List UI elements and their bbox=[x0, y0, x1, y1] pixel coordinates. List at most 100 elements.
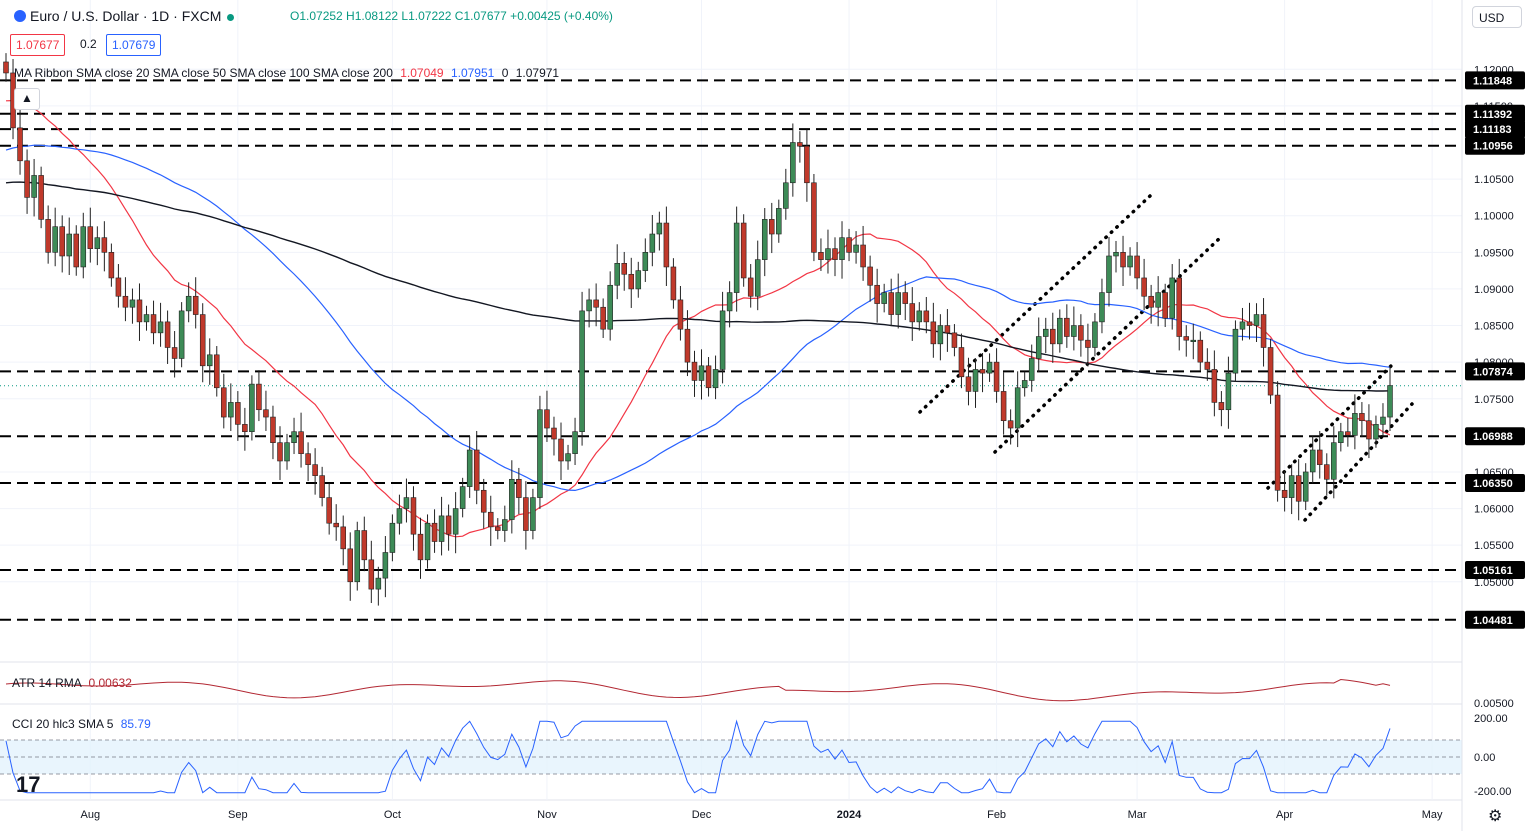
candle-body bbox=[52, 226, 58, 253]
euro-flag-icon bbox=[14, 10, 26, 22]
market-status-icon bbox=[227, 13, 235, 21]
candle-body bbox=[150, 314, 157, 334]
x-tick-label: Nov bbox=[537, 809, 557, 821]
collapse-legend-button[interactable]: ▲ bbox=[14, 88, 40, 110]
candle-body bbox=[1338, 431, 1344, 443]
candle-body bbox=[1155, 292, 1161, 308]
tradingview-logo-icon[interactable]: 17 bbox=[16, 772, 41, 797]
spread-value: 0.2 bbox=[80, 37, 97, 51]
candle-body bbox=[178, 310, 185, 359]
candle-body bbox=[452, 508, 459, 535]
candle-body bbox=[122, 295, 129, 308]
candle-body bbox=[1232, 328, 1239, 374]
candle-body bbox=[326, 497, 332, 524]
candle-body bbox=[1345, 431, 1351, 436]
candle-body bbox=[1021, 380, 1028, 389]
candle-body bbox=[698, 365, 705, 381]
candle-body bbox=[1120, 252, 1126, 268]
candle-body bbox=[361, 530, 368, 561]
candle-body bbox=[136, 299, 143, 323]
y-tick-label: 1.08500 bbox=[1474, 321, 1514, 333]
atr-pane bbox=[5, 678, 1391, 702]
candle-body bbox=[1387, 385, 1393, 418]
candle-body bbox=[1281, 489, 1288, 498]
candle-body bbox=[923, 310, 930, 323]
candle-body bbox=[621, 263, 627, 275]
candle-body bbox=[761, 219, 768, 260]
candle-body bbox=[1267, 347, 1274, 396]
candle-body bbox=[516, 478, 522, 498]
candle-body bbox=[368, 559, 375, 590]
candle-body bbox=[502, 519, 508, 531]
candle-body bbox=[902, 292, 909, 304]
candle-body bbox=[558, 438, 564, 462]
candle-body bbox=[1014, 387, 1021, 429]
candle-body bbox=[214, 354, 220, 389]
candle-body bbox=[930, 321, 937, 345]
symbol-title[interactable]: Euro / U.S. Dollar · 1D · FXCM bbox=[14, 8, 240, 24]
atr-legend[interactable]: ATR 14 RMA 0.00632 bbox=[12, 676, 132, 690]
trend-channel-line bbox=[1266, 363, 1394, 490]
candle-body bbox=[487, 511, 494, 528]
candle-body bbox=[312, 464, 318, 476]
x-tick-label: Aug bbox=[81, 809, 101, 821]
candle-body bbox=[614, 263, 620, 286]
candle-body bbox=[1295, 475, 1302, 502]
level-label-bg bbox=[1465, 71, 1525, 90]
level-label: 1.06350 bbox=[1473, 478, 1513, 490]
candle-body bbox=[951, 332, 958, 348]
candle-body bbox=[1078, 325, 1084, 341]
level-label-bg bbox=[1465, 560, 1525, 579]
candle-body bbox=[769, 219, 775, 235]
candle-body bbox=[235, 402, 241, 425]
x-tick-label: Oct bbox=[384, 809, 401, 821]
level-label-bg bbox=[1465, 362, 1525, 381]
bid-price-box[interactable]: 1.07677 bbox=[10, 34, 66, 56]
ask-price-box[interactable]: 1.07679 bbox=[106, 34, 162, 56]
candle-body bbox=[656, 222, 663, 235]
candle-body bbox=[473, 449, 480, 491]
candle-body bbox=[937, 325, 944, 345]
candle-body bbox=[1141, 277, 1147, 297]
candle-body bbox=[1071, 325, 1077, 337]
level-label-bg bbox=[1465, 610, 1525, 629]
candle-body bbox=[101, 237, 108, 253]
candle-body bbox=[340, 526, 346, 550]
cci-legend[interactable]: CCI 20 hlc3 SMA 5 85.79 bbox=[12, 717, 151, 731]
currency-button[interactable]: USD bbox=[1472, 6, 1522, 28]
candle-body bbox=[832, 248, 838, 260]
candle-body bbox=[1302, 471, 1309, 502]
candle-body bbox=[790, 142, 796, 184]
candle-body bbox=[874, 284, 880, 304]
time-axis: Aug Sep Oct Nov Dec 2024 Feb Mar Apr May bbox=[81, 809, 1444, 821]
candle-body bbox=[382, 552, 389, 579]
candle-body bbox=[1050, 328, 1056, 345]
x-tick-label: Apr bbox=[1276, 809, 1293, 821]
cci-pane bbox=[0, 719, 1462, 794]
candle-body bbox=[17, 127, 23, 162]
candle-body bbox=[804, 145, 810, 184]
candle-body bbox=[663, 222, 670, 268]
level-label: 1.11183 bbox=[1473, 124, 1512, 136]
candle-body bbox=[544, 409, 550, 429]
level-label: 1.06988 bbox=[1473, 431, 1513, 443]
candle-body bbox=[797, 142, 803, 147]
candle-body bbox=[783, 182, 789, 209]
candle-body bbox=[607, 284, 613, 330]
settings-gear-icon[interactable]: ⚙ bbox=[1488, 808, 1503, 825]
candle-body bbox=[3, 61, 9, 74]
candle-body bbox=[537, 409, 543, 498]
y-tick-label: 1.05500 bbox=[1474, 540, 1514, 552]
candle-body bbox=[740, 222, 747, 279]
candle-body bbox=[1309, 449, 1316, 473]
candle-body bbox=[319, 475, 325, 498]
ma-ribbon-legend[interactable]: MA Ribbon SMA close 20 SMA close 50 SMA … bbox=[14, 66, 560, 80]
candle-body bbox=[1211, 369, 1218, 403]
candle-body bbox=[944, 325, 951, 334]
candle-body bbox=[1331, 442, 1337, 480]
candle-body bbox=[1183, 336, 1190, 341]
candle-body bbox=[108, 252, 115, 279]
candle-body bbox=[853, 244, 859, 253]
candle-body bbox=[691, 361, 698, 381]
